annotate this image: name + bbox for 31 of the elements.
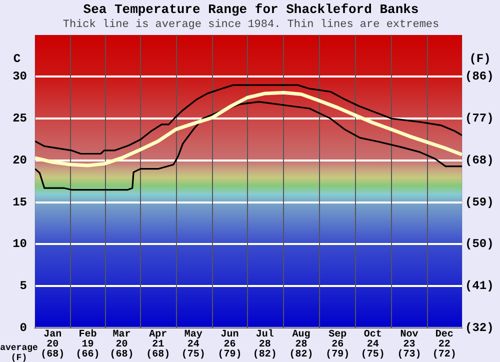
y2-axis-title: (F)	[469, 52, 491, 66]
y-tick-label: 10	[12, 237, 27, 252]
y2-tick-label: (68)	[465, 153, 494, 168]
x-tick-label: Nov 23 (73)	[397, 330, 422, 361]
y2-tick-label: (86)	[465, 70, 494, 84]
x-tick-label: Feb 19 (66)	[76, 328, 100, 361]
x-tick-label: Jun 26 (79)	[218, 330, 242, 361]
chart-title: Sea Temperature Range for Shackleford Banks	[83, 2, 419, 18]
y2-tick-label: (32)	[465, 321, 494, 336]
y-tick-label: 30	[12, 70, 27, 84]
x-tick-label: May 24 (75)	[181, 330, 206, 361]
y2-tick-label: (77)	[465, 112, 494, 126]
y2-tick-label: (59)	[465, 195, 494, 210]
x-tick-label: Mar 20 (68)	[110, 330, 134, 361]
y-tick-label: 20	[12, 153, 27, 168]
y-tick-label: 0	[20, 321, 27, 336]
x-tick-label: Jul 28 (82)	[252, 328, 277, 361]
y2-tick-label: (41)	[465, 279, 494, 294]
y-tick-label: 15	[12, 195, 27, 210]
chart-subtitle: Thick line is average since 1984. Thin lines are extremes	[62, 19, 440, 32]
y-tick-label: 25	[12, 112, 27, 126]
x-tick-label: Oct 24 (75)	[360, 330, 385, 361]
y2-tick-label: (50)	[465, 237, 494, 252]
x-tick-label: Dec 22 (72)	[432, 330, 456, 361]
x-tick-label: Jan 20 (68)	[40, 330, 65, 361]
text: average (F)	[0, 343, 38, 362]
x-tick-label: Aug 28 (82)	[289, 330, 314, 361]
x-tick-label: Sep 26 (79)	[326, 330, 350, 361]
y-axis-title: C	[13, 52, 21, 66]
x-tick-label: Apr 21 (68)	[146, 330, 170, 361]
y-tick-label: 5	[20, 279, 27, 294]
